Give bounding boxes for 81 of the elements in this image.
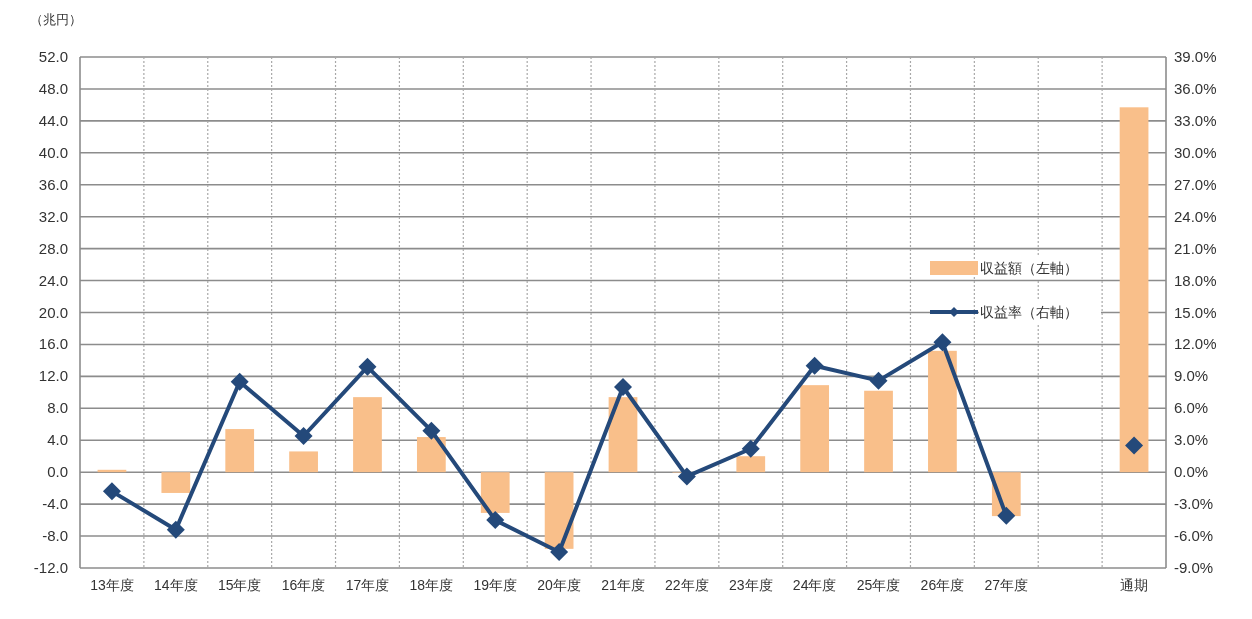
y-tick-label: 24.0 bbox=[38, 271, 68, 289]
x-tick-label: 24年度 bbox=[792, 577, 837, 593]
x-tick-label: 15年度 bbox=[217, 577, 262, 593]
y-tick-label: 32.0 bbox=[38, 207, 68, 225]
x-tick-label: 27年度 bbox=[984, 577, 1029, 593]
y2-tick-label: 15.0% bbox=[1174, 303, 1217, 321]
bar bbox=[864, 390, 893, 473]
bar bbox=[736, 456, 766, 473]
y-tick-label: 16.0 bbox=[38, 335, 68, 353]
y2-tick-label: 36.0% bbox=[1174, 79, 1217, 97]
point bbox=[358, 357, 377, 376]
y2-tick-label: 18.0% bbox=[1174, 271, 1217, 289]
y2-tick-label: 9.0% bbox=[1174, 367, 1209, 385]
y-tick-label: -12.0 bbox=[33, 559, 68, 576]
y2-tick-label: -6.0% bbox=[1174, 527, 1214, 545]
point bbox=[230, 372, 249, 391]
y-tick-label: 52.0 bbox=[38, 48, 68, 65]
y-tick-label: -8.0 bbox=[42, 527, 68, 545]
point bbox=[933, 333, 952, 352]
x-tick-label: 21年度 bbox=[601, 577, 645, 593]
point bbox=[486, 511, 505, 530]
y-tick-label: 44.0 bbox=[38, 111, 68, 129]
y-tick-label: 36.0 bbox=[38, 175, 68, 193]
point bbox=[102, 482, 121, 501]
y2-tick-label: 0.0% bbox=[1174, 463, 1209, 481]
y2-tick-label: 27.0% bbox=[1174, 175, 1217, 193]
x-tick-label: 23年度 bbox=[728, 577, 773, 593]
point bbox=[997, 506, 1016, 525]
y-tick-label: 48.0 bbox=[38, 79, 68, 97]
y2-tick-label: 21.0% bbox=[1174, 239, 1217, 257]
point bbox=[294, 426, 313, 445]
point bbox=[805, 356, 824, 375]
bar bbox=[353, 397, 382, 473]
point bbox=[677, 467, 696, 486]
point bbox=[869, 371, 888, 390]
x-tick-label: 16年度 bbox=[281, 577, 326, 593]
bar bbox=[289, 451, 318, 473]
bar bbox=[608, 397, 638, 473]
y2-tick-label: 12.0% bbox=[1174, 335, 1217, 353]
y2-tick-label: 24.0% bbox=[1174, 207, 1217, 225]
x-tick-label: 26年度 bbox=[920, 577, 965, 593]
point bbox=[422, 421, 441, 440]
y-tick-label: 12.0 bbox=[38, 367, 68, 385]
x-tick-label: 22年度 bbox=[665, 577, 709, 593]
y2-tick-label: 33.0% bbox=[1174, 111, 1217, 129]
bar bbox=[928, 350, 957, 473]
y2-tick-label: 6.0% bbox=[1174, 399, 1209, 417]
bar bbox=[480, 472, 510, 513]
x-tick-label: 20年度 bbox=[537, 577, 581, 593]
y-tick-label: 0.0 bbox=[47, 463, 68, 481]
x-tick-label: 19年度 bbox=[473, 577, 518, 593]
y2-tick-label: 39.0% bbox=[1174, 48, 1217, 65]
y2-tick-label: -3.0% bbox=[1174, 495, 1214, 513]
x-tick-label: 13年度 bbox=[90, 577, 134, 593]
bar bbox=[800, 385, 830, 473]
bar bbox=[161, 472, 191, 493]
x-tick-label: 25年度 bbox=[856, 577, 901, 593]
y-tick-label: 20.0 bbox=[38, 303, 68, 321]
y-axis-title: （兆円） bbox=[30, 12, 82, 27]
x-tick-label: 14年度 bbox=[154, 577, 198, 593]
y2-tick-label: 3.0% bbox=[1174, 431, 1209, 449]
x-tick-label: 18年度 bbox=[409, 577, 454, 593]
y2-tick-label: 30.0% bbox=[1174, 143, 1217, 161]
y-tick-label: 8.0 bbox=[47, 399, 68, 417]
legend-label: 収益額（左軸） bbox=[980, 260, 1078, 276]
point bbox=[550, 543, 569, 562]
bar bbox=[416, 437, 446, 473]
x-tick-label: 17年度 bbox=[345, 577, 390, 593]
y-tick-label: 40.0 bbox=[38, 143, 68, 161]
y2-tick-label: -9.0% bbox=[1174, 559, 1214, 576]
y-tick-label: 4.0 bbox=[47, 431, 68, 449]
bar bbox=[225, 429, 255, 473]
y-tick-label: -4.0 bbox=[42, 495, 68, 513]
point bbox=[1125, 436, 1144, 455]
point bbox=[741, 439, 760, 458]
x-tick-label: 通期 bbox=[1120, 577, 1149, 593]
point bbox=[614, 378, 632, 397]
legend-label: 収益率（右軸） bbox=[980, 304, 1078, 320]
bar bbox=[1119, 107, 1149, 473]
y-tick-label: 28.0 bbox=[38, 239, 68, 257]
point bbox=[166, 520, 185, 539]
